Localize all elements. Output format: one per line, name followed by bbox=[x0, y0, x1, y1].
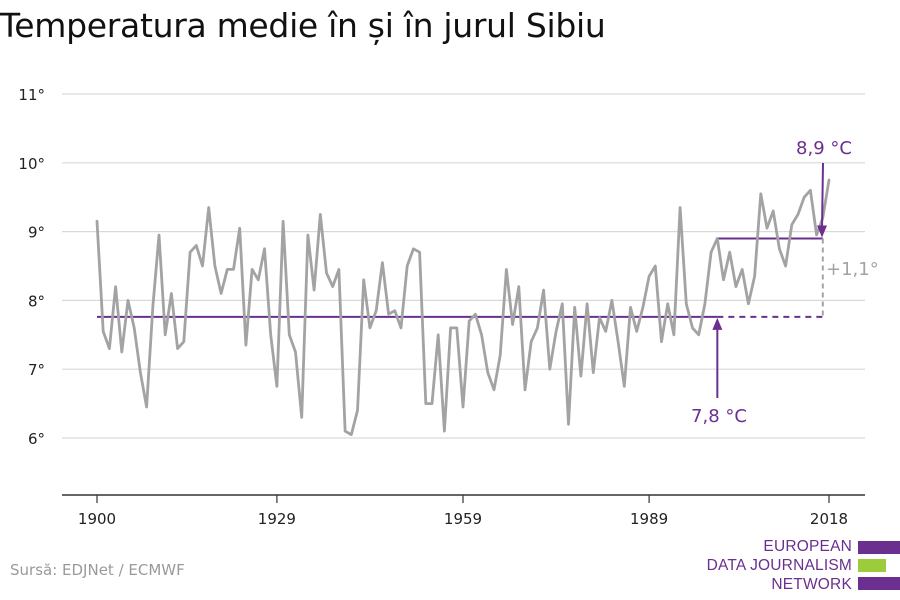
chart-title: Temperatura medie în și în jurul Sibiu bbox=[0, 6, 606, 45]
grid-layer bbox=[62, 93, 865, 439]
axis-layer: 6° 7° 8° 9° 10° 11° 1900 1929 1959 1989 2018 bbox=[18, 86, 865, 528]
recent-mean-label: 8,9 °C bbox=[796, 138, 852, 159]
annotation-layer: 8,9 °C 7,8 °C +1,1° bbox=[691, 138, 879, 427]
x-tick-label: 2018 bbox=[810, 510, 848, 528]
y-tick-label: 10° bbox=[18, 155, 45, 173]
logo-bar-purple-top bbox=[858, 541, 900, 554]
logo-line-3: NETWORK bbox=[771, 576, 852, 593]
logo-line-2: DATA JOURNALISM bbox=[706, 557, 852, 574]
logo-line-1: EUROPEAN bbox=[763, 538, 852, 555]
x-tick-label: 1989 bbox=[630, 510, 668, 528]
series-layer bbox=[95, 178, 831, 437]
recent-mean-arrow-head bbox=[817, 225, 827, 238]
y-tick-label: 6° bbox=[28, 430, 45, 448]
y-tick-label: 11° bbox=[18, 86, 45, 104]
x-tick-label: 1929 bbox=[258, 510, 296, 528]
temperature-series-line bbox=[95, 178, 831, 437]
y-tick-label: 7° bbox=[28, 361, 45, 379]
baseline-mean-label: 7,8 °C bbox=[691, 406, 747, 427]
x-tick-label: 1900 bbox=[78, 510, 116, 528]
recent-mean-arrow-shaft bbox=[821, 162, 824, 229]
logo-bar-purple-bottom bbox=[858, 577, 900, 590]
reference-lines bbox=[97, 237, 824, 318]
edjnet-logo: EUROPEAN DATA JOURNALISM NETWORK bbox=[700, 537, 900, 597]
y-tick-label: 9° bbox=[28, 224, 45, 242]
baseline-mean-arrow-head bbox=[712, 317, 723, 330]
logo-bar-green bbox=[858, 559, 886, 572]
difference-label: +1,1° bbox=[826, 259, 879, 280]
y-tick-label: 8° bbox=[28, 292, 45, 310]
source-credit: Sursă: EDJNet / ECMWF bbox=[10, 561, 185, 579]
x-tick-label: 1959 bbox=[444, 510, 482, 528]
